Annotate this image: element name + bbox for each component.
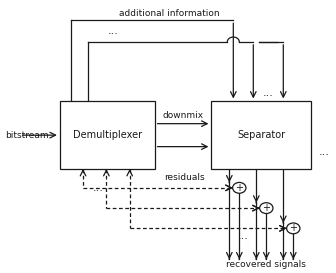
Circle shape <box>287 223 300 234</box>
Text: Separator: Separator <box>237 130 285 140</box>
Text: ...: ... <box>237 232 248 242</box>
Text: ...: ... <box>108 26 119 36</box>
Text: +: + <box>289 223 297 233</box>
Circle shape <box>233 182 246 193</box>
Text: +: + <box>262 203 270 213</box>
Text: ...: ... <box>319 147 330 157</box>
Text: ...: ... <box>93 183 103 193</box>
Circle shape <box>260 203 273 213</box>
Bar <box>60 101 155 169</box>
Text: bitstream: bitstream <box>5 131 48 140</box>
Text: downmix: downmix <box>162 111 204 120</box>
Bar <box>211 101 311 169</box>
Text: recovered signals: recovered signals <box>226 260 306 269</box>
Text: Demultiplexer: Demultiplexer <box>73 130 142 140</box>
Text: residuals: residuals <box>164 173 205 182</box>
Text: ...: ... <box>263 88 274 98</box>
Text: +: + <box>235 183 243 193</box>
Text: additional information: additional information <box>119 9 219 17</box>
